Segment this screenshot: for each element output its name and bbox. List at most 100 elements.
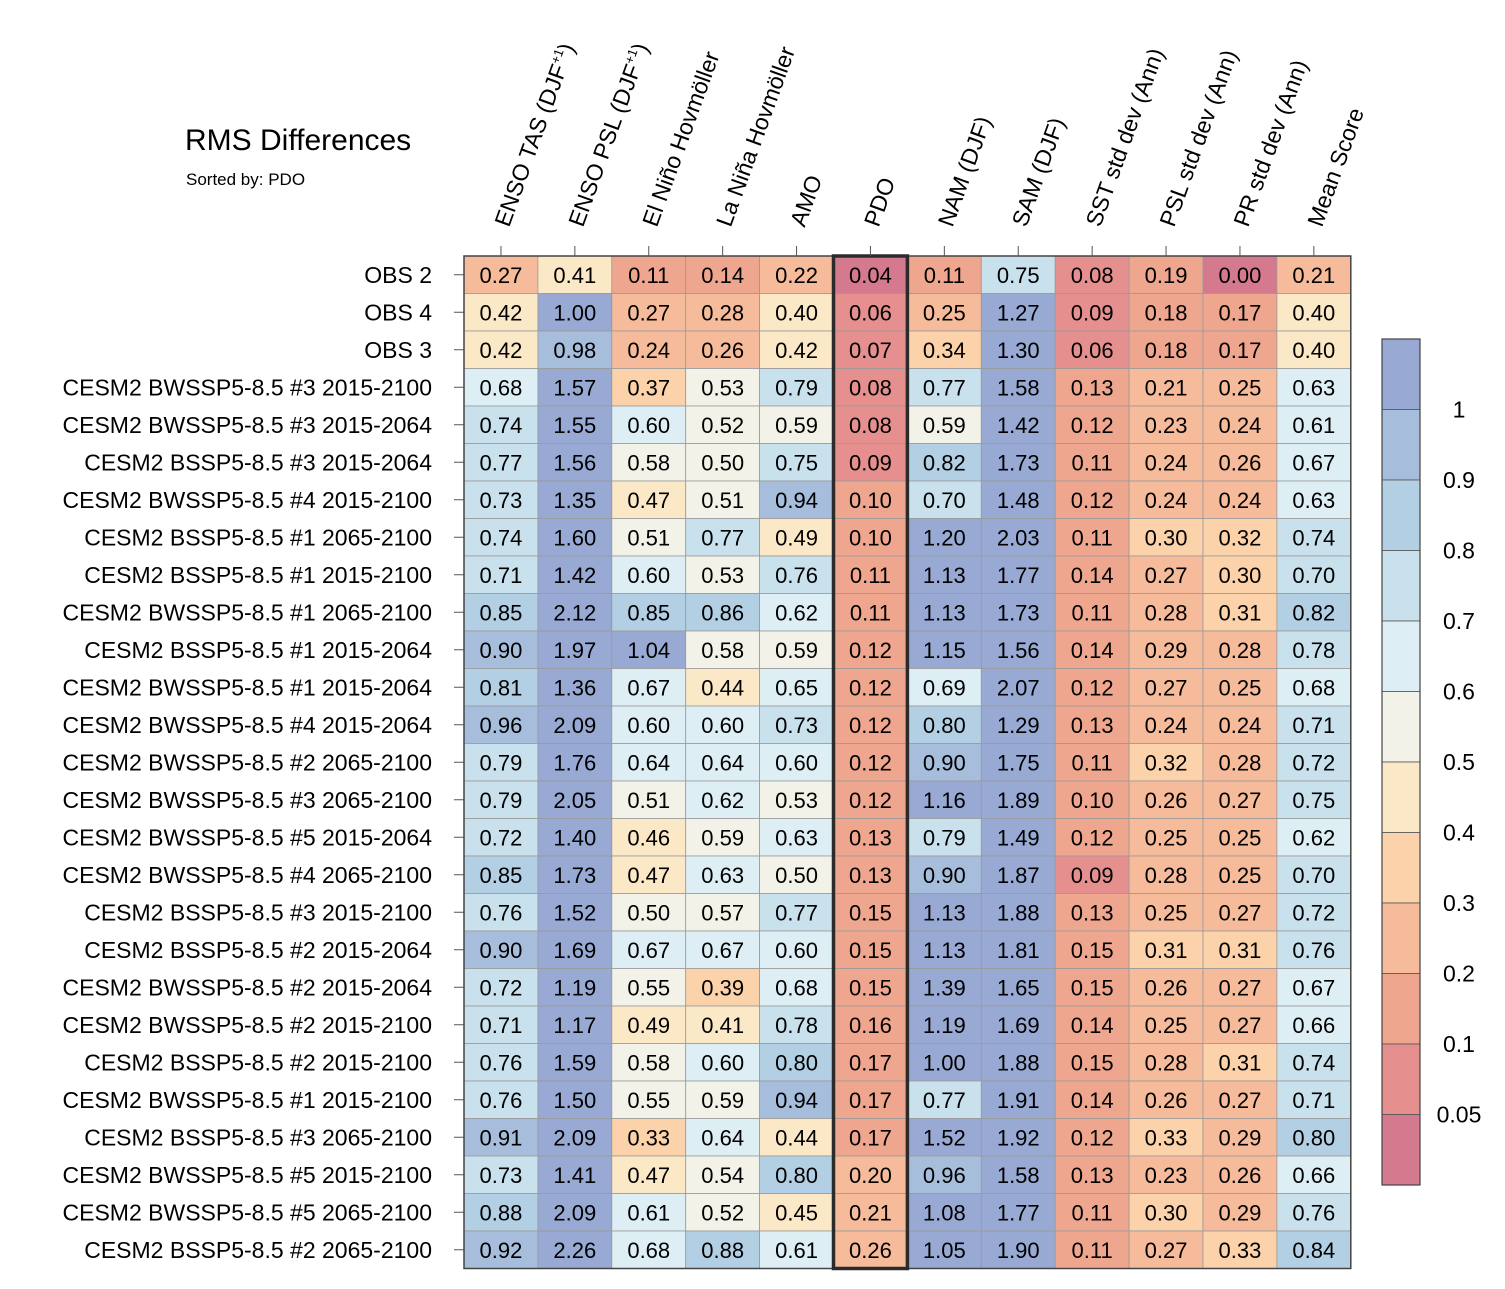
cell-value-label: 0.60 bbox=[775, 750, 818, 775]
cell-value-label: 0.44 bbox=[775, 1125, 818, 1150]
cell-value-label: 0.68 bbox=[480, 375, 523, 400]
cell-value-label: 0.37 bbox=[627, 375, 670, 400]
heatmap-cell bbox=[1054, 855, 1130, 894]
cell-value-label: 0.17 bbox=[849, 1125, 892, 1150]
heatmap-cell bbox=[463, 593, 539, 632]
cell-value-label: 0.58 bbox=[701, 638, 744, 663]
cell-value-label: 0.42 bbox=[775, 338, 818, 363]
cell-value-label: 0.24 bbox=[1219, 413, 1262, 438]
cell-value-label: 0.12 bbox=[849, 713, 892, 738]
heatmap-cell bbox=[907, 1230, 982, 1269]
heatmap-cell bbox=[463, 855, 539, 894]
cell-value-label: 0.50 bbox=[627, 900, 670, 925]
cell-value-label: 0.33 bbox=[1219, 1238, 1262, 1263]
cell-value-label: 0.17 bbox=[849, 1088, 892, 1113]
heatmap-cell bbox=[463, 330, 539, 369]
colorbar-tick-label: 0.6 bbox=[1443, 679, 1475, 705]
cell-value-label: 1.19 bbox=[553, 975, 596, 1000]
cell-value-label: 0.52 bbox=[701, 1200, 744, 1225]
chart-subtitle: Sorted by: PDO bbox=[186, 170, 306, 189]
cell-value-label: 0.27 bbox=[1145, 675, 1188, 700]
cell-value-label: 0.14 bbox=[1071, 1013, 1114, 1038]
heatmap-cell bbox=[463, 1043, 539, 1082]
column-label: SAM (DJF) bbox=[1007, 114, 1070, 230]
heatmap-cell bbox=[1054, 593, 1130, 632]
cell-value-label: 0.88 bbox=[701, 1238, 744, 1263]
heatmap-cell bbox=[463, 480, 539, 519]
heatmap-cell bbox=[907, 368, 982, 407]
cell-value-label: 0.08 bbox=[849, 375, 892, 400]
cell-value-label: 0.13 bbox=[1071, 375, 1114, 400]
heatmap-cell bbox=[759, 405, 834, 444]
cell-value-label: 0.85 bbox=[480, 600, 523, 625]
cell-value-label: 0.60 bbox=[775, 938, 818, 963]
cell-value-label: 0.45 bbox=[775, 1200, 818, 1225]
row-label: CESM2 BWSSP5-8.5 #2 2015-2100 bbox=[63, 1012, 432, 1038]
heatmap-cell bbox=[833, 668, 908, 707]
heatmap-cell bbox=[980, 855, 1056, 894]
heatmap-cell bbox=[611, 555, 687, 594]
cell-value-label: 0.31 bbox=[1219, 1050, 1262, 1075]
heatmap-cell bbox=[759, 968, 834, 1007]
heatmap-cell bbox=[980, 1230, 1056, 1269]
cell-value-label: 1.52 bbox=[923, 1125, 966, 1150]
heatmap-cell bbox=[1202, 930, 1278, 969]
cell-value-label: 0.29 bbox=[1219, 1200, 1262, 1225]
cell-value-label: 1.50 bbox=[553, 1088, 596, 1113]
heatmap-cell bbox=[759, 368, 834, 407]
cell-value-label: 0.40 bbox=[1292, 338, 1335, 363]
cell-value-label: 0.27 bbox=[627, 300, 670, 325]
cell-value-label: 0.24 bbox=[627, 338, 670, 363]
heatmap-cell bbox=[759, 518, 834, 557]
colorbar-swatch bbox=[1381, 973, 1421, 1045]
heatmap-cell bbox=[980, 668, 1056, 707]
cell-value-label: 1.65 bbox=[997, 975, 1040, 1000]
cell-value-label: 1.75 bbox=[997, 750, 1040, 775]
cell-value-label: 0.13 bbox=[1071, 900, 1114, 925]
colorbar-swatch bbox=[1381, 1043, 1421, 1115]
heatmap-cell bbox=[833, 1005, 908, 1044]
heatmap-cell bbox=[907, 668, 982, 707]
row-label: CESM2 BSSP5-8.5 #1 2015-2064 bbox=[84, 637, 432, 663]
cell-value-label: 1.97 bbox=[553, 638, 596, 663]
cell-value-label: 0.51 bbox=[627, 525, 670, 550]
heatmap-cell bbox=[833, 368, 908, 407]
row-label: CESM2 BWSSP5-8.5 #2 2015-2064 bbox=[63, 974, 433, 1000]
heatmap-cell bbox=[537, 630, 613, 669]
cell-value-label: 1.81 bbox=[997, 938, 1040, 963]
cell-value-label: 0.81 bbox=[480, 675, 523, 700]
heatmap-cell bbox=[1128, 1155, 1204, 1194]
cell-value-label: 0.55 bbox=[627, 1088, 670, 1113]
cell-value-label: 0.39 bbox=[701, 975, 744, 1000]
cell-value-label: 0.11 bbox=[1072, 1200, 1113, 1225]
cell-value-label: 0.13 bbox=[849, 863, 892, 888]
heatmap-cell bbox=[1128, 293, 1204, 332]
cell-value-label: 0.17 bbox=[1219, 300, 1262, 325]
cell-value-label: 0.68 bbox=[627, 1238, 670, 1263]
cell-value-label: 0.98 bbox=[553, 338, 596, 363]
row-label: CESM2 BWSSP5-8.5 #5 2015-2064 bbox=[63, 824, 433, 850]
row-label: CESM2 BWSSP5-8.5 #3 2015-2100 bbox=[63, 374, 432, 400]
cell-value-label: 0.28 bbox=[1145, 863, 1188, 888]
cell-value-label: 0.90 bbox=[480, 938, 523, 963]
heatmap-cell bbox=[980, 893, 1056, 932]
cell-value-label: 0.60 bbox=[701, 1050, 744, 1075]
cell-value-label: 0.51 bbox=[627, 788, 670, 813]
cell-value-label: 2.07 bbox=[997, 675, 1040, 700]
cell-value-label: 0.24 bbox=[1145, 713, 1188, 738]
cell-value-label: 0.47 bbox=[627, 863, 670, 888]
cell-value-label: 0.53 bbox=[701, 563, 744, 588]
cell-value-label: 1.00 bbox=[553, 300, 596, 325]
row-label: CESM2 BWSSP5-8.5 #2 2065-2100 bbox=[63, 749, 432, 775]
heatmap-cell bbox=[537, 1118, 613, 1157]
heatmap-cell bbox=[537, 818, 613, 857]
heatmap-cell bbox=[833, 1118, 908, 1157]
heatmap-cell bbox=[1276, 1043, 1352, 1082]
cell-value-label: 1.56 bbox=[997, 638, 1040, 663]
cell-value-label: 0.12 bbox=[849, 788, 892, 813]
cell-value-label: 0.28 bbox=[1145, 600, 1188, 625]
heatmap-cell bbox=[833, 443, 908, 482]
heatmap-cell bbox=[537, 1155, 613, 1194]
column-label: Mean Score bbox=[1302, 104, 1369, 229]
cell-value-label: 0.21 bbox=[1292, 263, 1335, 288]
